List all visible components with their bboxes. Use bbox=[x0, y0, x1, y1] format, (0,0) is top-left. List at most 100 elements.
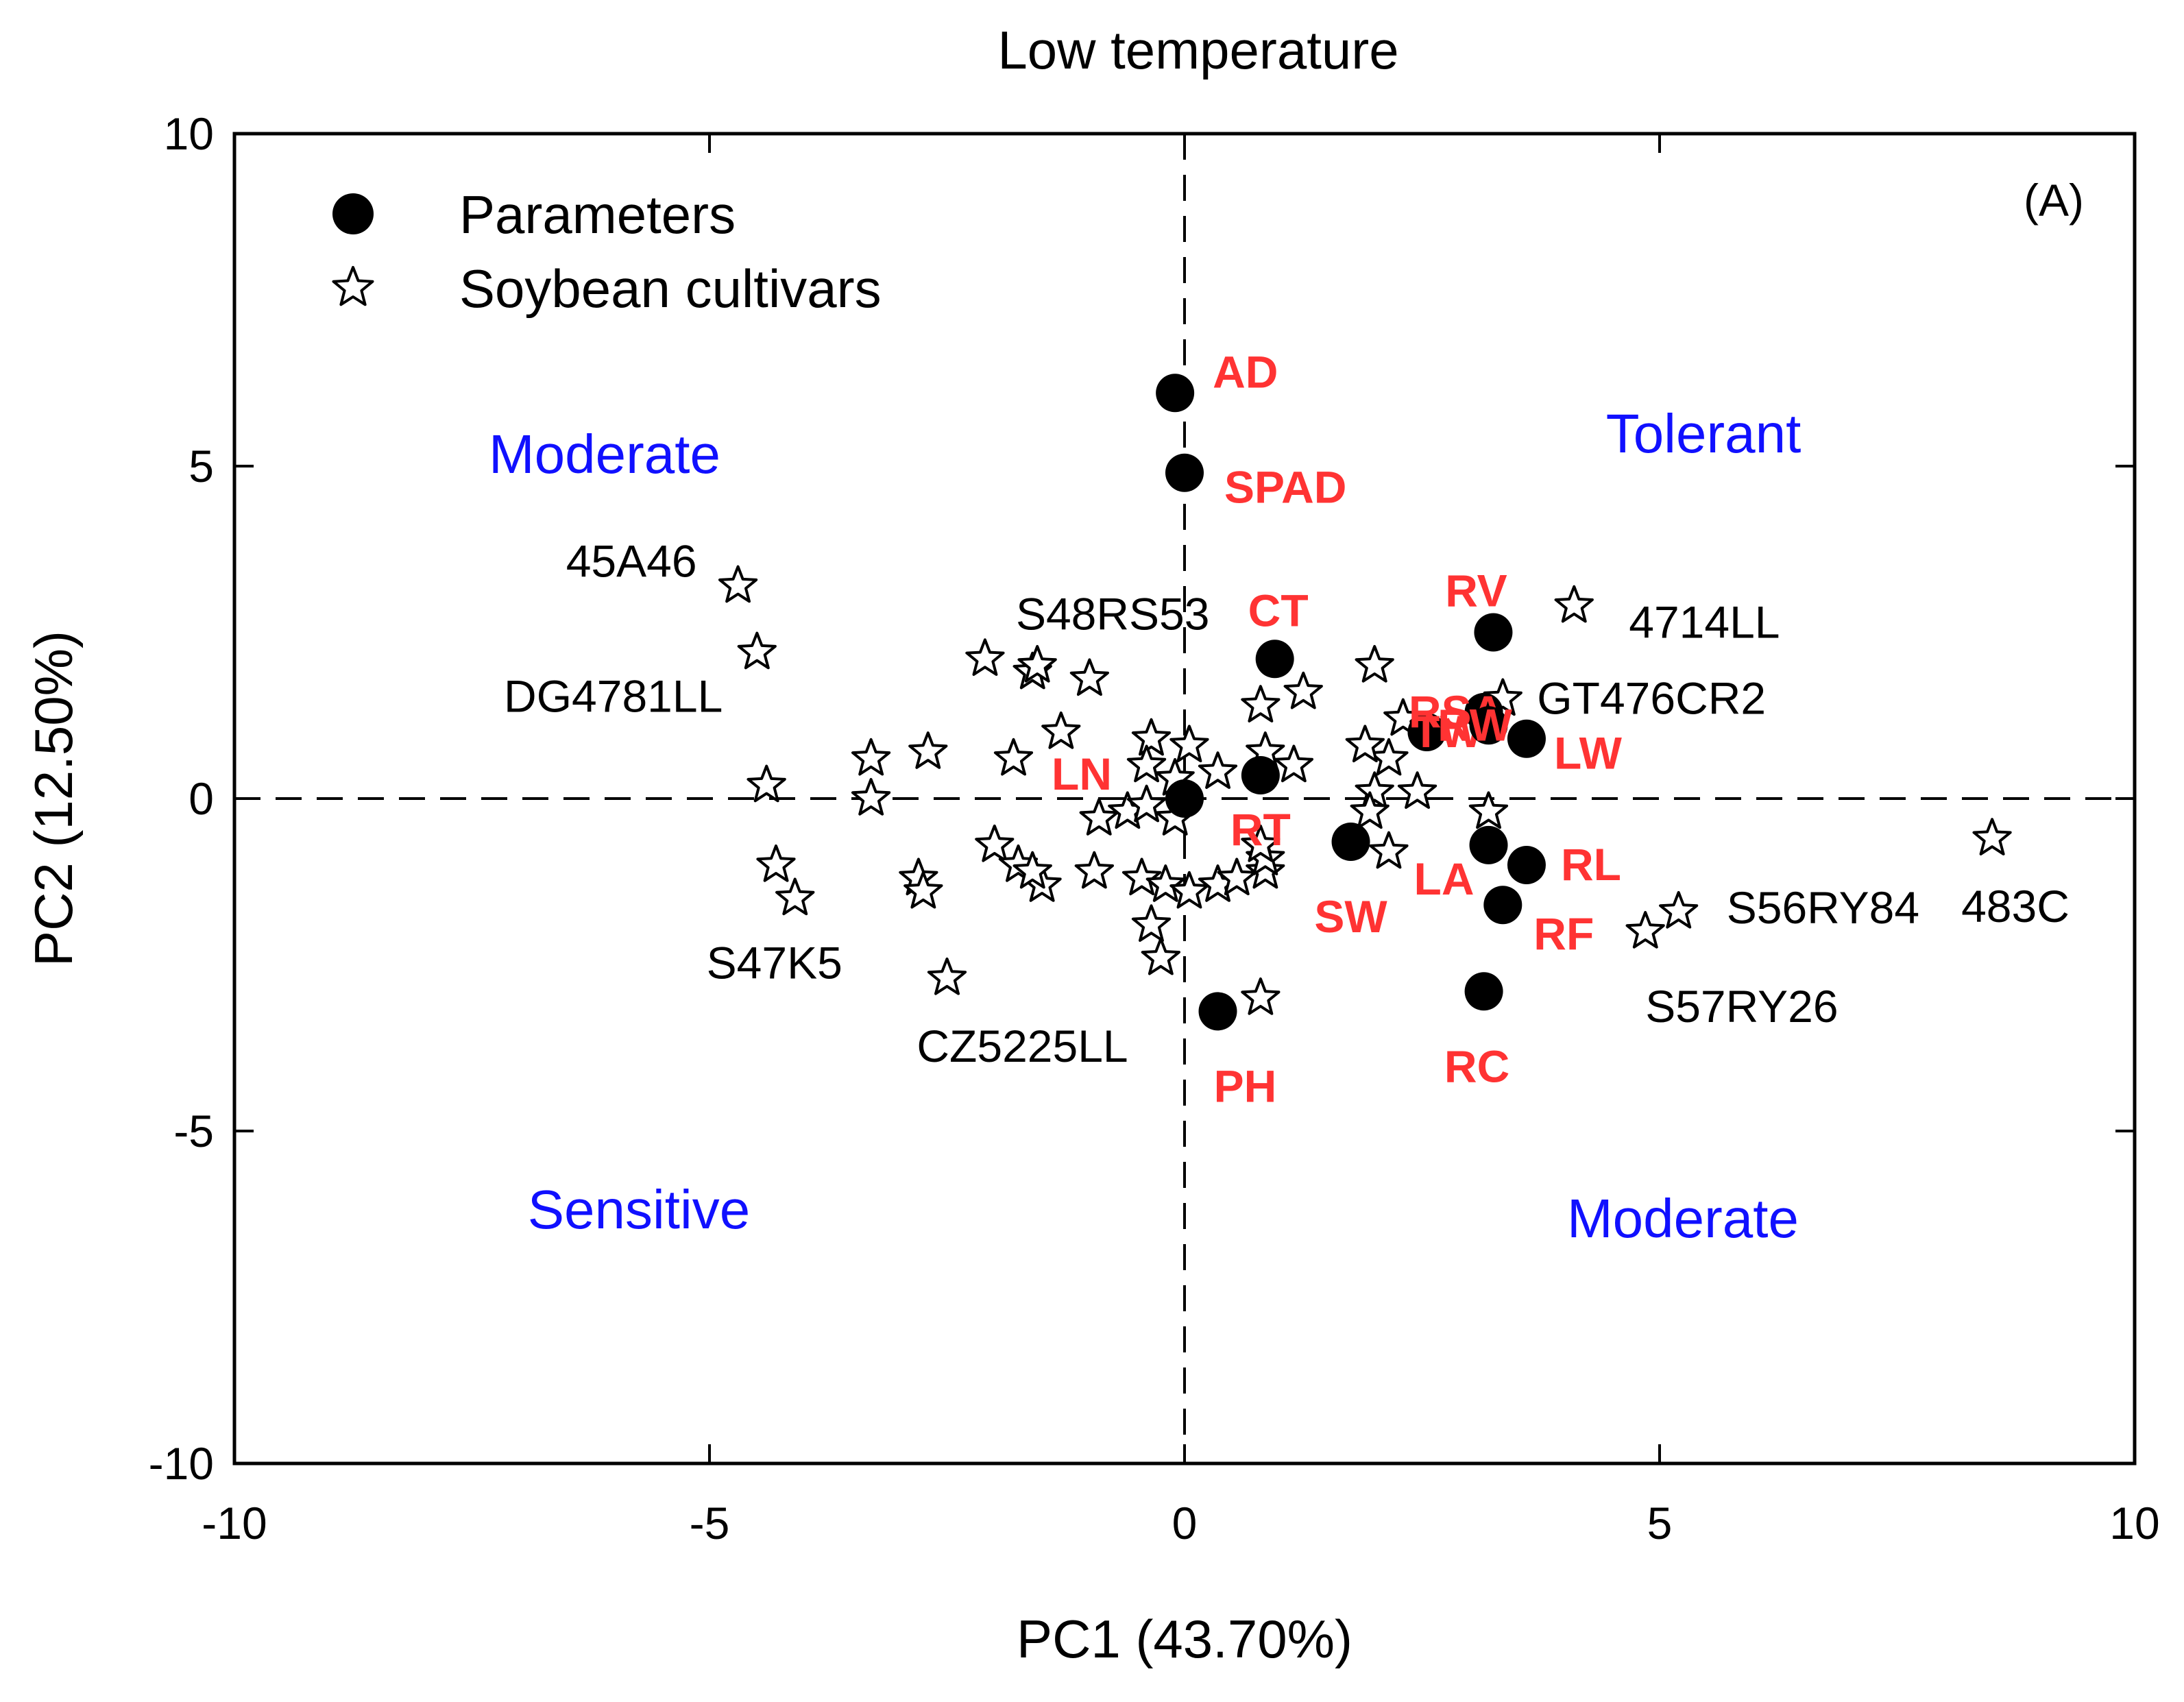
cultivar-label: 45A46 bbox=[566, 536, 697, 587]
cultivar-label: CZ5225LL bbox=[917, 1021, 1128, 1071]
parameter-point bbox=[1331, 823, 1370, 862]
region-label-lower-left: Sensitive bbox=[528, 1179, 751, 1240]
cultivar-star-marker bbox=[1217, 858, 1257, 896]
cultivar-star-marker bbox=[1012, 851, 1052, 889]
cultivar-star-marker bbox=[1350, 791, 1390, 829]
cultivar-star-marker bbox=[747, 764, 786, 803]
parameter-point bbox=[1464, 972, 1503, 1011]
x-tick-label: -5 bbox=[690, 1498, 730, 1548]
cultivar-star-marker bbox=[1345, 725, 1385, 763]
cultivar-label: 4714LL bbox=[1629, 597, 1780, 648]
y-tick-label: 0 bbox=[189, 773, 214, 824]
cultivar-label: S56RY84 bbox=[1727, 882, 1919, 933]
x-tick-label: 5 bbox=[1647, 1498, 1673, 1548]
cultivar-star-marker bbox=[1483, 678, 1522, 716]
cultivar-star-marker bbox=[1017, 645, 1057, 683]
panel-tag: (A) bbox=[2024, 175, 2084, 226]
cultivar-star-marker bbox=[1041, 712, 1081, 749]
cultivar-star-marker bbox=[1397, 771, 1437, 809]
cultivar-star-marker bbox=[1972, 818, 2012, 855]
cultivar-star-marker bbox=[1169, 725, 1209, 763]
cultivar-star-marker bbox=[1241, 824, 1281, 862]
cultivar-star-marker bbox=[1355, 771, 1394, 809]
axis-ticks bbox=[233, 132, 2136, 1465]
cultivar-star-marker bbox=[1241, 977, 1281, 1015]
parameter-label: SPAD bbox=[1224, 462, 1346, 513]
cultivar-star-marker bbox=[775, 877, 815, 916]
y-tick-label: 10 bbox=[164, 108, 214, 159]
cultivar-star-marker bbox=[737, 631, 777, 670]
cultivar-star-marker bbox=[903, 871, 943, 909]
parameter-label: RW bbox=[1437, 699, 1512, 750]
parameter-label: LN bbox=[1052, 749, 1112, 799]
legend-label-parameters: Parameters bbox=[459, 184, 736, 245]
axis-tick-labels: -10 -5 0 5 10 -10 -5 0 5 10 bbox=[149, 108, 2160, 1548]
parameter-label: RL bbox=[1561, 839, 1621, 890]
cultivar-star-marker bbox=[1074, 851, 1114, 889]
cultivar-star-marker bbox=[1131, 718, 1172, 756]
cultivar-star-marker bbox=[756, 844, 796, 882]
x-tick-label: 0 bbox=[1172, 1498, 1198, 1548]
parameter-point bbox=[1198, 992, 1237, 1031]
x-tick-label: -10 bbox=[202, 1498, 267, 1548]
y-tick-label: -10 bbox=[149, 1438, 214, 1489]
cultivar-star-marker bbox=[1274, 744, 1313, 783]
parameter-label: SW bbox=[1314, 891, 1387, 942]
cultivar-star-marker bbox=[1625, 911, 1665, 949]
parameter-point bbox=[1156, 374, 1195, 413]
cultivar-star-marker bbox=[1283, 671, 1323, 709]
x-tick-label: 10 bbox=[2109, 1498, 2159, 1548]
cultivar-label: DG4781LL bbox=[504, 671, 723, 722]
cultivar-star-marker bbox=[908, 731, 948, 769]
parameter-point bbox=[1469, 825, 1508, 864]
region-labels: Moderate Tolerant Sensitive Moderate bbox=[489, 403, 1801, 1249]
parameter-label: CT bbox=[1248, 585, 1309, 635]
cultivar-label: 483C bbox=[1961, 881, 2070, 932]
cultivar-star-marker bbox=[1169, 871, 1209, 909]
parameter-label: LA bbox=[1414, 853, 1475, 904]
cultivar-star-marker bbox=[1126, 744, 1167, 783]
cultivar-star-marker bbox=[1468, 791, 1509, 829]
cultivar-label: S48RS53 bbox=[1016, 588, 1210, 639]
chart-title: Low temperature bbox=[997, 20, 1398, 80]
cultivar-star-marker bbox=[1079, 798, 1119, 836]
cultivar-star-marker bbox=[1369, 831, 1409, 869]
cultivar-star-marker bbox=[1355, 645, 1394, 683]
parameter-point bbox=[1165, 779, 1204, 818]
legend-circle-marker bbox=[332, 193, 374, 234]
region-label-upper-right: Tolerant bbox=[1606, 403, 1801, 464]
parameter-point bbox=[1483, 886, 1522, 925]
cultivar-star-marker bbox=[965, 638, 1005, 676]
parameter-point bbox=[1507, 846, 1546, 884]
cultivar-label: S57RY26 bbox=[1645, 981, 1838, 1032]
parameter-point bbox=[1507, 719, 1546, 758]
cultivar-star-marker bbox=[1383, 698, 1423, 736]
cultivar-star-marker bbox=[1069, 658, 1109, 696]
x-axis-label: PC1 (43.70%) bbox=[1017, 1609, 1352, 1669]
region-label-lower-right: Moderate bbox=[1567, 1188, 1799, 1249]
cultivar-star-marker bbox=[1659, 890, 1699, 929]
parameter-point bbox=[1241, 756, 1280, 795]
cultivar-star-marker bbox=[975, 824, 1015, 862]
parameter-label: PH bbox=[1214, 1060, 1277, 1111]
cultivar-star-marker bbox=[851, 778, 891, 816]
legend-star-marker bbox=[332, 266, 374, 306]
parameter-point bbox=[1469, 706, 1508, 745]
legend-label-cultivars: Soybean cultivars bbox=[459, 258, 882, 319]
cultivar-star-marker bbox=[1131, 904, 1172, 942]
cultivar-star-marker bbox=[927, 957, 967, 995]
legend: Parameters Soybean cultivars bbox=[332, 184, 882, 319]
parameter-point bbox=[1407, 713, 1446, 751]
cultivar-star-marker bbox=[1145, 864, 1185, 902]
parameter-point bbox=[1255, 640, 1294, 679]
parameter-label: RF bbox=[1533, 908, 1594, 959]
y-tick-label: 5 bbox=[189, 441, 214, 491]
cultivar-star-marker bbox=[1246, 851, 1285, 889]
legend-star-shape bbox=[332, 266, 374, 306]
parameter-label: RV bbox=[1445, 566, 1507, 616]
cultivar-star-marker bbox=[1554, 585, 1594, 623]
